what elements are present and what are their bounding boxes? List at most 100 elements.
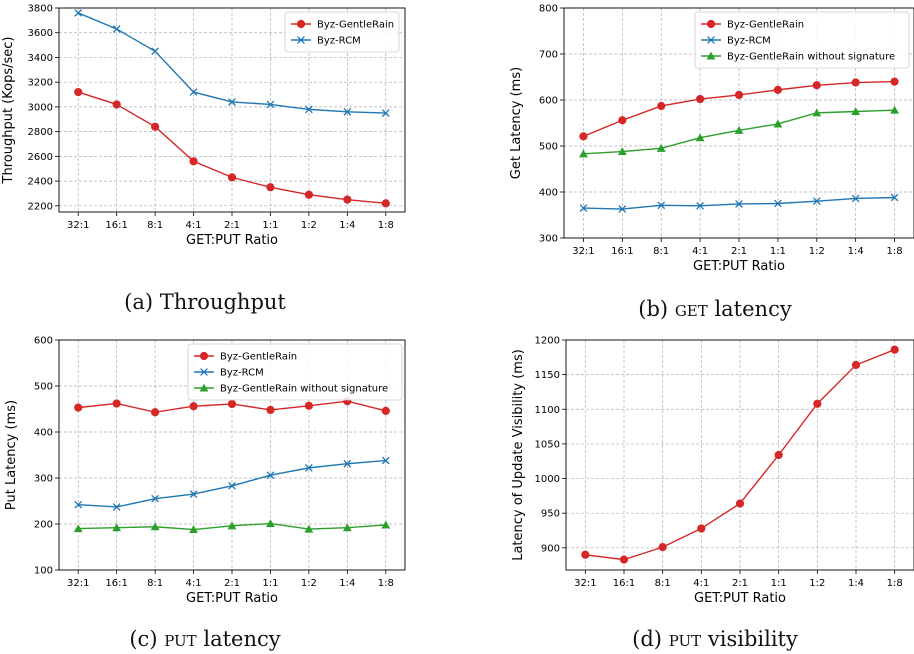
data-point: [579, 132, 588, 141]
legend-marker: [706, 19, 716, 29]
legend-label: Byz-GentleRain without signature: [727, 52, 895, 63]
y-tick-label: 900: [541, 543, 560, 554]
caption-a: (a) Throughput: [124, 290, 286, 314]
y-tick-label: 200: [34, 520, 53, 531]
x-tick-label: 1:4: [339, 220, 355, 231]
data-point: [343, 459, 352, 468]
legend-marker: [200, 368, 208, 376]
data-point: [73, 524, 83, 533]
data-point: [304, 401, 313, 410]
data-point: [189, 157, 198, 166]
data-point: [657, 101, 666, 111]
legend-label: Byz-GentleRain: [727, 20, 804, 31]
y-tick-label: 1100: [535, 405, 560, 416]
data-point: [812, 81, 821, 90]
y-tick-label: 3600: [28, 28, 53, 39]
data-point: [735, 499, 745, 508]
data-point: [227, 173, 237, 182]
x-tick-label: 1:2: [301, 220, 317, 231]
data-point: [189, 402, 198, 411]
legend-marker: [706, 51, 716, 60]
legend-marker: [296, 19, 306, 29]
data-point: [151, 494, 159, 503]
data-point: [773, 85, 782, 94]
data-point: [851, 194, 860, 203]
data-point: [618, 116, 627, 125]
data-point: [305, 464, 313, 472]
caption-b: (b) get latency: [638, 297, 792, 321]
data-point: [579, 149, 588, 158]
y-tick-label: 100: [34, 566, 53, 577]
y-tick-label: 3800: [28, 4, 53, 15]
data-point: [74, 500, 83, 509]
data-point: [890, 77, 899, 86]
y-tick-label: 500: [539, 142, 558, 153]
data-point: [74, 87, 83, 97]
x-axis-label: GET:PUT Ratio: [693, 259, 785, 274]
y-tick-label: 800: [539, 4, 558, 15]
data-point: [227, 399, 237, 409]
data-point: [266, 519, 275, 528]
chart-b: 32:1 16:1 8:1 4:1 2:1 1:1 1:2 1:4 1:8 300 400 500 60…: [509, 4, 914, 274]
data-point: [696, 201, 704, 210]
data-point: [695, 133, 705, 142]
legend-marker: [199, 351, 209, 361]
x-tick-label: 1:8: [378, 578, 394, 589]
data-point: [228, 481, 236, 490]
legend-marker: [707, 36, 715, 44]
x-tick-label: 32:1: [574, 578, 596, 589]
data-point: [266, 100, 275, 109]
x-axis-label: GET:PUT Ratio: [186, 591, 278, 606]
x-tick-label: 2:1: [731, 246, 747, 257]
y-axis-label: Get Latency (ms): [509, 67, 524, 179]
x-tick-label: 4:1: [692, 246, 708, 257]
data-point: [381, 520, 391, 529]
x-tick-label: 2:1: [224, 220, 240, 231]
x-tick-label: 1:2: [809, 578, 825, 589]
legend: Byz-GentleRain Byz-RCM: [284, 11, 400, 53]
data-point: [812, 197, 821, 206]
x-tick-label: 8:1: [147, 578, 163, 589]
data-point: [851, 107, 861, 116]
data-point: [812, 108, 822, 117]
y-axis-label: Throughput (Kops/sec): [1, 37, 16, 185]
data-point: [890, 345, 899, 354]
x-tick-label: 32:1: [67, 220, 89, 231]
data-point: [381, 199, 390, 208]
x-tick-label: 1:1: [771, 578, 787, 589]
x-tick-label: 1:8: [887, 578, 903, 589]
y-axis-label: Put Latency (ms): [4, 400, 19, 510]
data-point: [381, 456, 390, 465]
data-point: [150, 522, 160, 531]
x-tick-label: 2:1: [732, 578, 748, 589]
y-tick-label: 600: [539, 96, 558, 107]
data-point: [266, 405, 275, 415]
y-tick-label: 1050: [535, 439, 560, 450]
y-tick-label: 3000: [28, 102, 53, 113]
data-point: [74, 403, 83, 412]
legend: Byz-GentleRain Byz-RCM Byz-GentleRain with…: [694, 11, 910, 69]
data-point: [851, 78, 860, 87]
legend-label: Byz-RCM: [220, 368, 264, 379]
data-point: [735, 200, 743, 208]
x-tick-label: 32:1: [572, 246, 594, 257]
data-point: [112, 25, 121, 33]
x-tick-label: 1:1: [262, 220, 278, 231]
legend-label: Byz-RCM: [727, 36, 771, 47]
x-tick-label: 1:1: [262, 578, 278, 589]
y-tick-label: 1150: [535, 370, 560, 381]
x-tick-label: 1:4: [848, 246, 864, 257]
data-point: [618, 205, 627, 213]
data-point: [228, 98, 236, 106]
x-tick-label: 16:1: [105, 578, 127, 589]
data-point: [151, 408, 160, 417]
y-tick-label: 3200: [28, 78, 53, 89]
caption-d: (d) put visibility: [632, 627, 798, 651]
data-point: [774, 450, 783, 460]
y-tick-label: 3400: [28, 53, 53, 64]
data-point: [697, 524, 706, 533]
x-tick-label: 1:1: [770, 246, 786, 257]
y-tick-label: 400: [539, 188, 558, 199]
x-tick-label: 32:1: [67, 578, 89, 589]
caption-c: (c) put latency: [129, 627, 281, 651]
